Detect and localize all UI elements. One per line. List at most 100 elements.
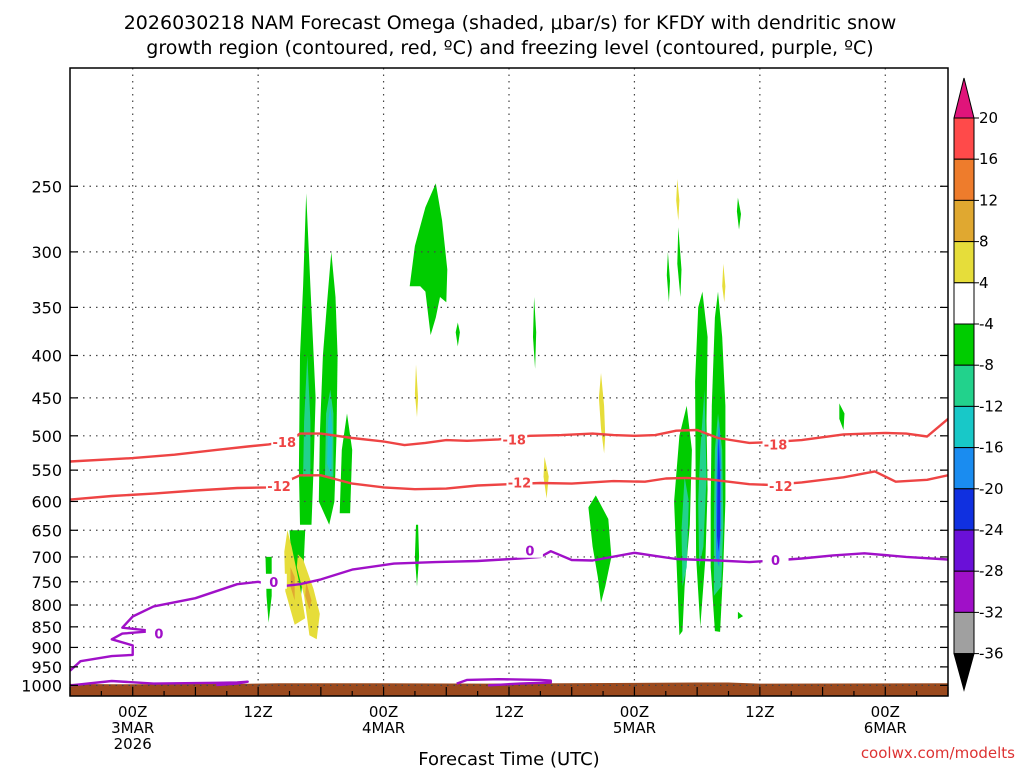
colorbar-box-3 [953, 241, 975, 284]
colorbar-label-2: 12 [979, 191, 998, 209]
contour-label-0-1: -18 [502, 433, 526, 448]
contour-3 [70, 679, 249, 687]
omega-area--8-8 [409, 183, 448, 336]
omega-area--8-25 [839, 403, 845, 430]
omega-area--8-23 [736, 197, 741, 230]
y-tick-label-700: 700 [31, 548, 62, 567]
contour-label-0-0: -18 [273, 436, 297, 451]
contour-4 [456, 678, 552, 687]
y-tick-label-1000: 1000 [21, 676, 62, 695]
colorbar-over-triangle [953, 77, 975, 119]
y-axis: 2503003504004505005506006507007508008509… [21, 177, 948, 695]
x-tick-label-6-1: 3MAR [111, 719, 154, 737]
colorbar-label-4: 4 [979, 274, 989, 292]
colorbar-box-9 [953, 488, 975, 531]
colorbar-label-0: 20 [979, 109, 998, 127]
colorbar-box-2 [953, 199, 975, 243]
omega-area--8-21 [677, 227, 682, 297]
y-tick-label-600: 600 [31, 492, 62, 511]
colorbar-box-6 [953, 364, 975, 407]
contour-label-2-2: 0 [771, 554, 780, 569]
omega-area--8-12 [588, 495, 612, 603]
contour-label-bg-2-0 [260, 573, 287, 589]
colorbar-box-4 [953, 282, 975, 325]
y-tick-label-750: 750 [31, 573, 62, 592]
colorbar-label-12: -32 [979, 603, 1004, 621]
plot-area: -18 -18 -18 -12 -12 -12 0 0 0 0 [69, 67, 949, 697]
contour-label-bg-0-2 [762, 436, 789, 452]
omega-area--8-9 [455, 322, 460, 347]
omega-colorbar: 20 16 12 8 4 -4 -8 -12 -16 -20 -24 -28 -32 -36 [953, 77, 1004, 692]
colorbar-label-3: 8 [979, 233, 989, 251]
omega-area--16-6 [327, 405, 333, 477]
credit-link[interactable]: coolwx.com/modelts [861, 744, 1015, 762]
chart-title-line-2: growth region (contoured, red, ºC) and f… [146, 37, 873, 59]
grid-lines [70, 68, 948, 696]
colorbar-box-5 [953, 323, 975, 366]
x-tick-label-6-2: 2026 [114, 735, 152, 753]
x-axis-title: Forecast Time (UTC) [418, 749, 599, 768]
contour-label-2-3: 0 [154, 628, 163, 643]
x-tick-label-54-1: 5MAR [613, 719, 656, 737]
y-tick-label-350: 350 [31, 298, 62, 317]
colorbar-label-11: -28 [979, 562, 1004, 580]
omega-area--8-11 [533, 297, 537, 369]
colorbar-box-12 [953, 611, 975, 655]
x-tick-label-30-1: 4MAR [362, 719, 405, 737]
colorbar-box-8 [953, 447, 975, 490]
omega-area--8-1 [265, 556, 272, 623]
omega-area-8-29 [305, 581, 312, 610]
omega-area-4-31 [543, 456, 549, 499]
contour-label-bg-1-1 [506, 474, 533, 490]
colorbar-box-11 [953, 570, 975, 613]
y-tick-label-950: 950 [31, 658, 62, 677]
x-tick-label-66-0: 12Z [745, 703, 774, 721]
x-tick-label-78-1: 6MAR [864, 719, 907, 737]
colorbar-box-1 [953, 158, 975, 201]
x-tick-label-6-0: 00Z [118, 703, 147, 721]
omega-area-4-30 [414, 364, 419, 418]
colorbar-label-13: -36 [979, 645, 1004, 663]
contour-label-bg-0-0 [271, 434, 298, 450]
x-tick-label-42-0: 12Z [494, 703, 523, 721]
omega-area-4-26 [284, 530, 306, 625]
colorbar-label-5: -4 [979, 315, 994, 333]
omega-area--8-22 [666, 251, 670, 303]
colorbar-under-triangle [953, 653, 975, 692]
y-tick-label-450: 450 [31, 389, 62, 408]
y-tick-label-850: 850 [31, 618, 62, 637]
y-tick-label-650: 650 [31, 521, 62, 540]
omega-shading [265, 179, 845, 640]
y-tick-label-250: 250 [31, 177, 62, 196]
contour-label-bg-2-3 [145, 625, 172, 641]
x-tick-label-30-0: 00Z [369, 703, 398, 721]
contour-label-2-1: 0 [525, 545, 534, 560]
y-tick-label-500: 500 [31, 427, 62, 446]
colorbar-label-7: -12 [979, 397, 1004, 415]
colorbar-label-1: 16 [979, 150, 998, 168]
y-tick-label-800: 800 [31, 596, 62, 615]
contour-label-bg-1-0 [266, 478, 293, 494]
omega-area--12-4 [303, 355, 311, 477]
y-tick-label-550: 550 [31, 461, 62, 480]
contour-label-2-0: 0 [269, 576, 278, 591]
colorbar-label-6: -8 [979, 356, 994, 374]
temperature-contours: -18 -18 -18 -12 -12 -12 0 0 0 0 [70, 417, 948, 687]
contour-label-1-0: -12 [267, 480, 291, 495]
omega-area--20-20 [717, 435, 721, 552]
contour-label-bg-1-2 [767, 478, 794, 494]
y-tick-label-900: 900 [31, 638, 62, 657]
contour-label-1-1: -12 [508, 476, 532, 491]
omega-area-4-33 [676, 179, 680, 221]
omega-area-4-34 [722, 263, 726, 303]
y-tick-label-400: 400 [31, 346, 62, 365]
omega-area--8-10 [414, 524, 420, 587]
colorbar-box-7 [953, 405, 975, 449]
colorbar-label-8: -16 [979, 439, 1004, 457]
x-tick-label-18-0: 12Z [243, 703, 272, 721]
contour-2 [70, 550, 948, 672]
x-tick-label-78-0: 00Z [871, 703, 900, 721]
omega-area--8-24 [737, 611, 744, 620]
